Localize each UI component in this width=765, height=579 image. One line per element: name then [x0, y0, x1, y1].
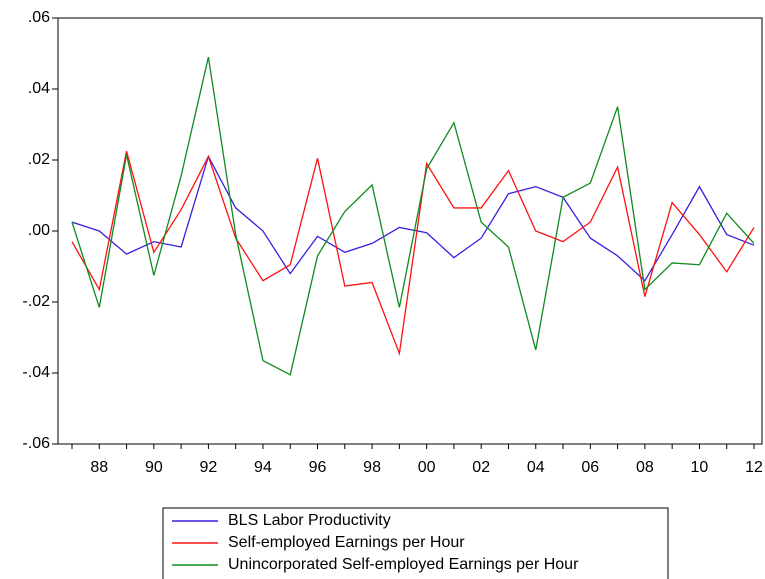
- x-tick-label: 96: [309, 459, 327, 476]
- series-line: [71, 56, 755, 376]
- x-tick-label: 06: [581, 459, 599, 476]
- x-tick-label: 88: [90, 459, 108, 476]
- plot-frame: [57, 17, 763, 445]
- y-tick-label: .02: [28, 151, 50, 168]
- x-tick-label: 94: [254, 459, 272, 476]
- y-tick-label: -.06: [22, 435, 50, 452]
- legend-label: BLS Labor Productivity: [228, 512, 391, 529]
- x-tick-label: 00: [418, 459, 436, 476]
- legend-box: [162, 507, 669, 579]
- x-tick-label: 92: [200, 459, 218, 476]
- y-tick-label: .06: [28, 9, 50, 26]
- x-tick-label: 10: [691, 459, 709, 476]
- legend-label: Self-employed Earnings per Hour: [228, 534, 465, 551]
- y-tick-label: -.04: [22, 364, 50, 381]
- x-tick-label: 90: [145, 459, 163, 476]
- y-tick-label: .00: [28, 222, 50, 239]
- legend-label: Unincorporated Self-employed Earnings pe…: [228, 556, 579, 573]
- x-tick-label: 12: [745, 459, 763, 476]
- x-tick-label: 02: [472, 459, 490, 476]
- series-line: [71, 150, 755, 357]
- x-tick-label: 98: [363, 459, 381, 476]
- x-tick-label: 04: [527, 459, 545, 476]
- x-tick-label: 08: [636, 459, 654, 476]
- y-tick-label: .04: [28, 80, 50, 97]
- y-tick-label: -.02: [22, 293, 50, 310]
